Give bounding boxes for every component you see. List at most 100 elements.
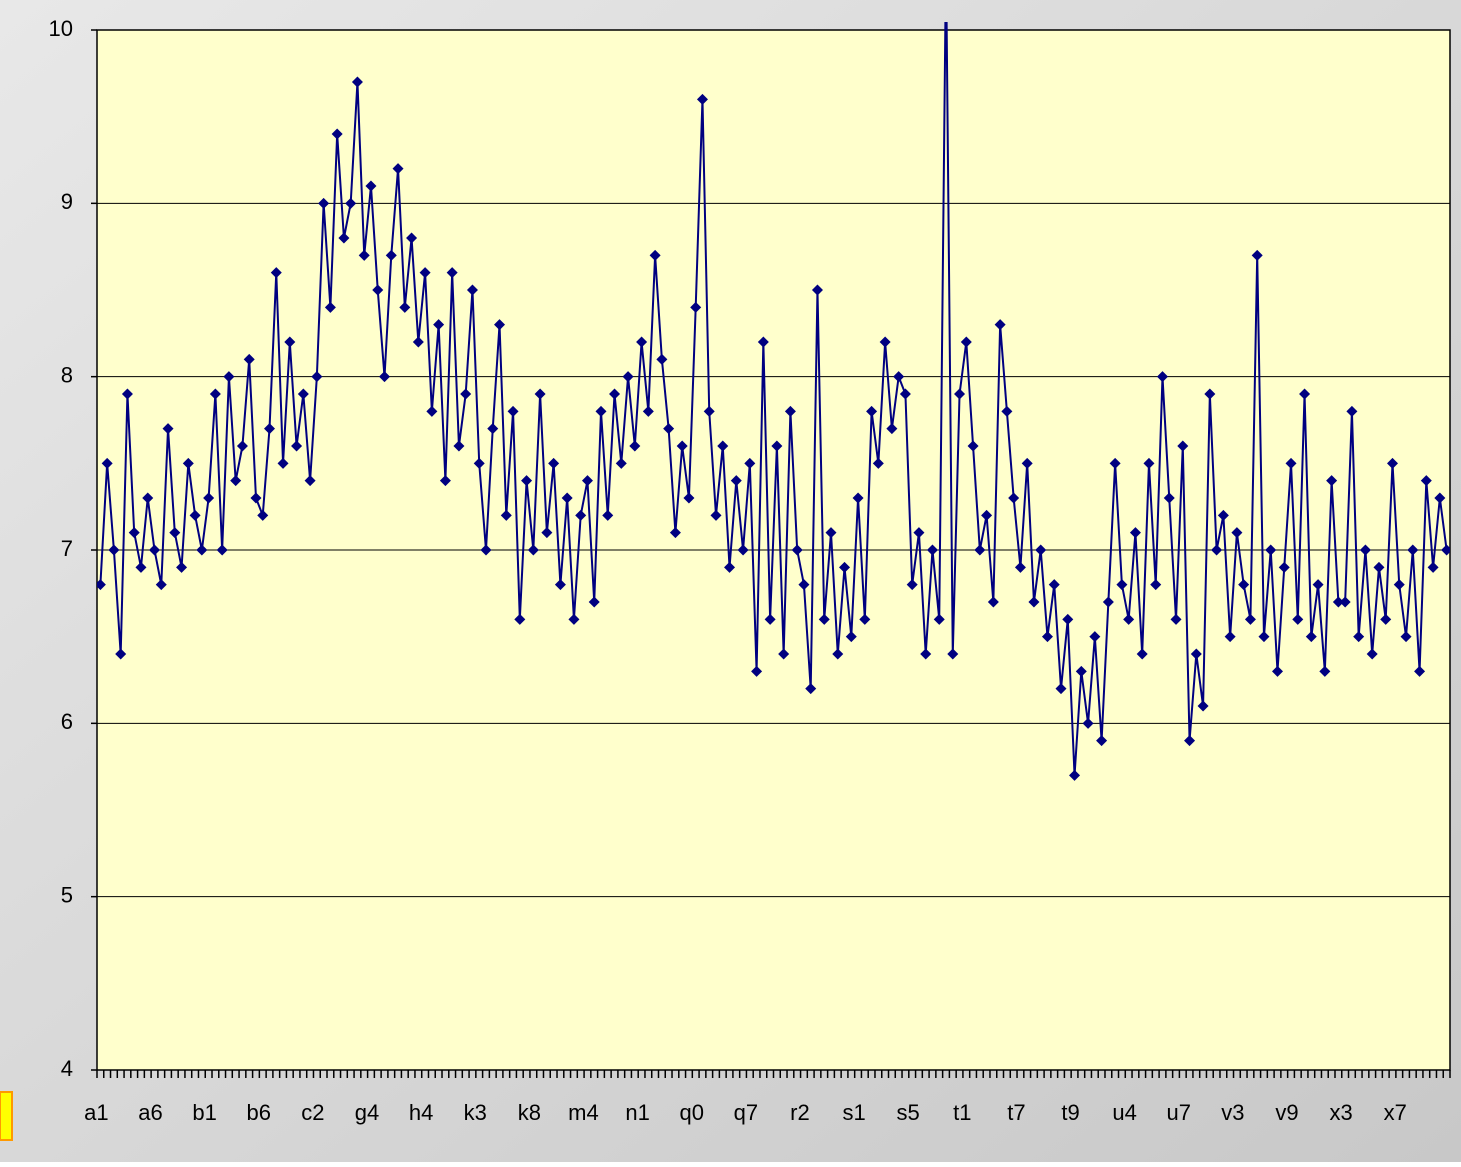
y-tick-label: 7 xyxy=(61,536,73,561)
marker xyxy=(866,405,878,417)
marker xyxy=(872,457,884,469)
marker xyxy=(730,475,742,487)
marker xyxy=(636,336,648,348)
marker xyxy=(1177,440,1189,452)
marker xyxy=(1163,492,1175,504)
marker xyxy=(994,319,1006,331)
marker xyxy=(473,457,485,469)
marker xyxy=(142,492,154,504)
marker xyxy=(243,353,255,365)
marker xyxy=(832,648,844,660)
marker xyxy=(135,561,147,573)
marker xyxy=(805,683,817,695)
marker xyxy=(987,596,999,608)
marker xyxy=(1001,405,1013,417)
x-tick-label: b1 xyxy=(192,1100,216,1125)
x-tick-label: t9 xyxy=(1061,1100,1079,1125)
marker xyxy=(1366,648,1378,660)
marker xyxy=(196,544,208,556)
marker xyxy=(926,544,938,556)
marker xyxy=(358,249,370,261)
y-tick-label: 4 xyxy=(61,1056,73,1081)
marker xyxy=(1285,457,1297,469)
marker xyxy=(825,527,837,539)
marker xyxy=(1123,613,1135,625)
marker xyxy=(1393,579,1405,591)
marker xyxy=(1184,735,1196,747)
x-tick-label: a1 xyxy=(84,1100,108,1125)
marker xyxy=(392,163,404,175)
marker xyxy=(818,613,830,625)
marker xyxy=(1278,561,1290,573)
marker xyxy=(757,336,769,348)
marker xyxy=(453,440,465,452)
marker xyxy=(507,405,519,417)
marker xyxy=(324,301,336,313)
marker xyxy=(446,267,458,279)
marker xyxy=(1102,596,1114,608)
marker xyxy=(1407,544,1419,556)
marker xyxy=(548,457,560,469)
marker xyxy=(1089,631,1101,643)
marker xyxy=(318,197,330,209)
marker xyxy=(1217,509,1229,521)
marker xyxy=(372,284,384,296)
y-tick-label: 8 xyxy=(61,362,73,387)
marker xyxy=(1096,735,1108,747)
marker xyxy=(149,544,161,556)
marker xyxy=(615,457,627,469)
x-tick-label: v9 xyxy=(1275,1100,1298,1125)
marker xyxy=(954,388,966,400)
marker xyxy=(622,371,634,383)
marker xyxy=(886,423,898,435)
series-line xyxy=(99,22,1448,776)
marker xyxy=(460,388,472,400)
y-tick-label: 10 xyxy=(49,16,73,41)
x-tick-label: s1 xyxy=(842,1100,865,1125)
marker xyxy=(284,336,296,348)
marker xyxy=(1035,544,1047,556)
marker xyxy=(412,336,424,348)
marker xyxy=(1312,579,1324,591)
marker xyxy=(311,371,323,383)
marker xyxy=(1400,631,1412,643)
marker xyxy=(534,388,546,400)
marker xyxy=(1204,388,1216,400)
marker xyxy=(791,544,803,556)
marker xyxy=(602,509,614,521)
marker xyxy=(1055,683,1067,695)
marker xyxy=(1258,631,1270,643)
x-tick-label: u4 xyxy=(1112,1100,1136,1125)
marker xyxy=(426,405,438,417)
marker xyxy=(264,423,276,435)
marker xyxy=(1332,596,1344,608)
marker xyxy=(798,579,810,591)
marker xyxy=(1244,613,1256,625)
marker xyxy=(744,457,756,469)
marker xyxy=(676,440,688,452)
marker xyxy=(737,544,749,556)
marker xyxy=(1190,648,1202,660)
marker xyxy=(466,284,478,296)
marker xyxy=(1353,631,1365,643)
marker xyxy=(629,440,641,452)
marker xyxy=(893,371,905,383)
marker xyxy=(257,509,269,521)
x-tick-label: v3 xyxy=(1221,1100,1244,1125)
marker xyxy=(1021,457,1033,469)
x-tick-label: s5 xyxy=(897,1100,920,1125)
marker xyxy=(128,527,140,539)
marker xyxy=(351,76,363,88)
marker xyxy=(1380,613,1392,625)
marker xyxy=(1271,665,1283,677)
marker xyxy=(1075,665,1087,677)
marker xyxy=(291,440,303,452)
marker xyxy=(1231,527,1243,539)
marker xyxy=(771,440,783,452)
marker xyxy=(331,128,343,140)
marker xyxy=(656,353,668,365)
marker xyxy=(115,648,127,660)
marker xyxy=(270,267,282,279)
marker xyxy=(169,527,181,539)
